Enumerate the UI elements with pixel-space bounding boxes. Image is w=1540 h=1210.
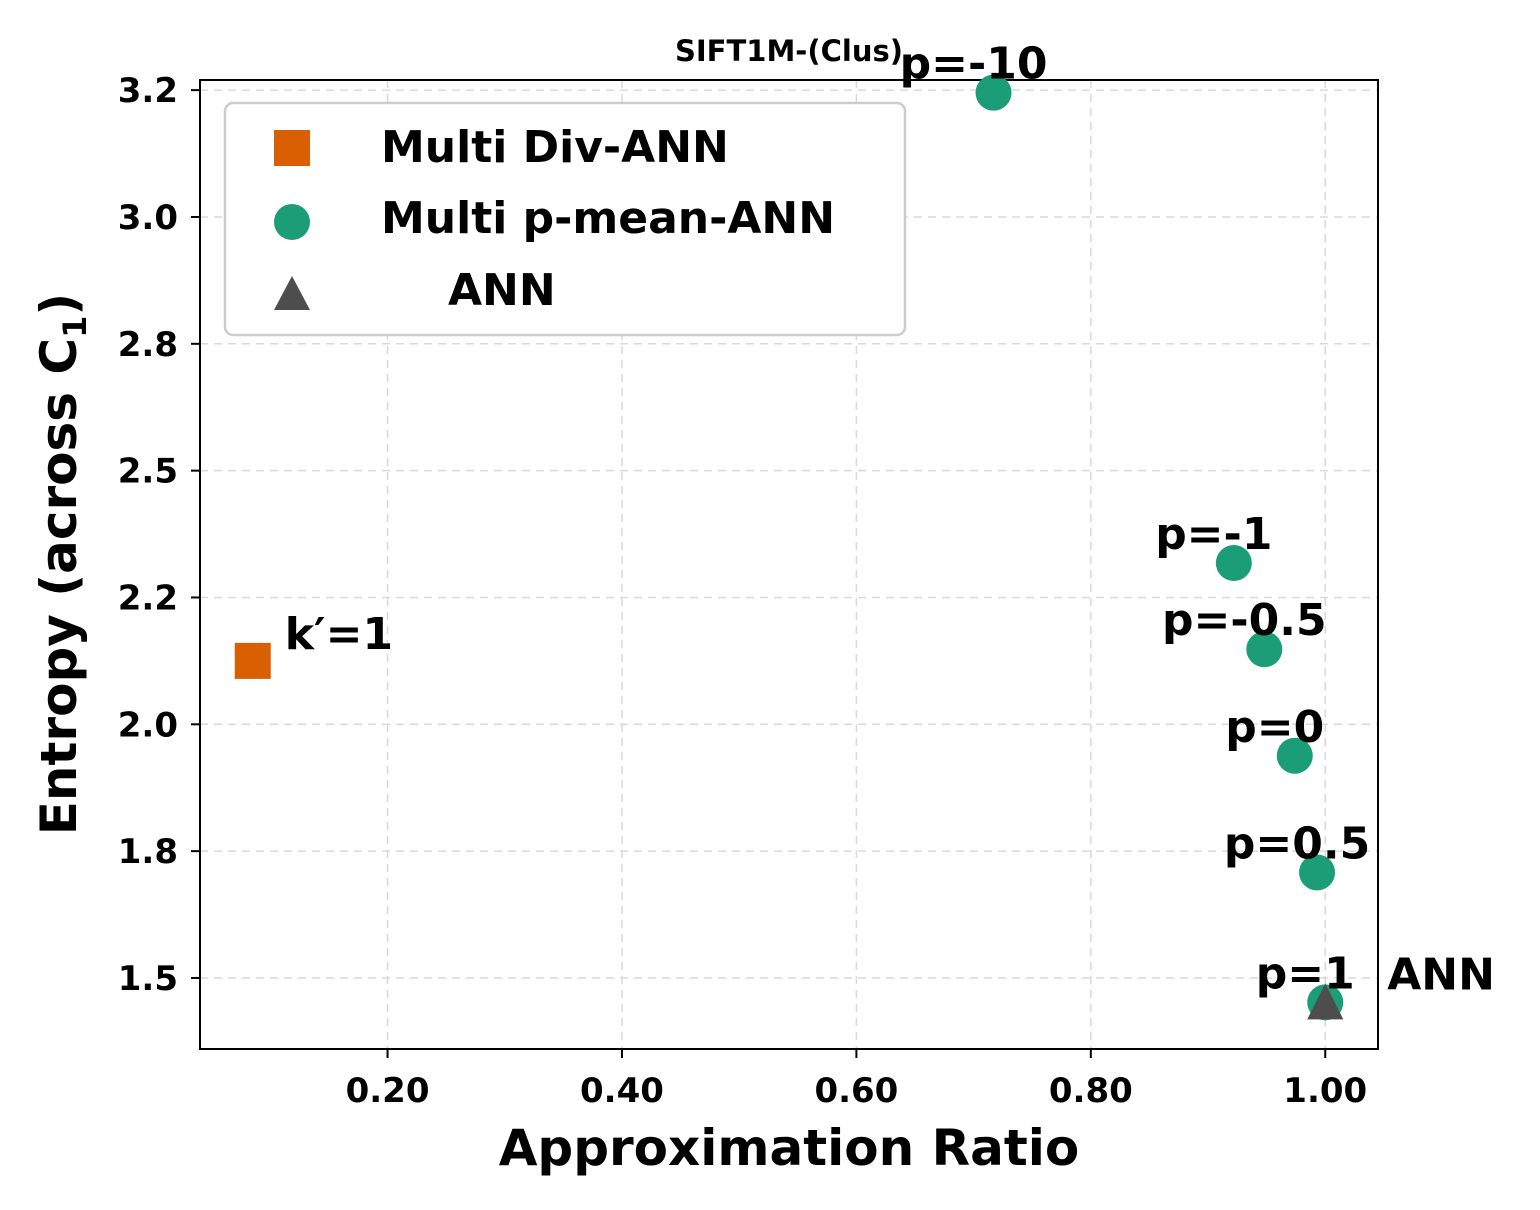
x-axis-title: Approximation Ratio	[499, 1119, 1080, 1177]
y-tick-label: 2.8	[118, 325, 178, 365]
chart-title: SIFT1M-(Clus)	[675, 34, 903, 68]
p-mean-circle-marker	[975, 74, 1012, 111]
legend-label-multi-div-ann: Multi Div-ANN	[381, 122, 729, 173]
y-axis-title-subscript: 1	[56, 316, 94, 338]
plot-area-frame	[199, 79, 1379, 1050]
point-label: p=0.5	[1224, 818, 1370, 869]
legend-triangle-marker	[274, 276, 310, 310]
p-mean-circle-marker	[1276, 737, 1313, 774]
legend-frame	[223, 101, 907, 337]
y-tick-label: 2.2	[118, 578, 178, 618]
point-label: p=0	[1225, 702, 1324, 753]
p-mean-circle-marker	[1215, 544, 1252, 581]
y-tick-label: 3.2	[118, 71, 178, 111]
y-tick-label: 2.5	[118, 452, 178, 492]
y-tick-label: 1.5	[118, 959, 178, 999]
data-markers	[234, 74, 1344, 1021]
y-axis-title-main: Entropy (across C	[30, 338, 88, 835]
point-label: p=-1	[1155, 509, 1272, 560]
x-tick-label: 0.40	[580, 1071, 664, 1111]
x-axis-ticks: 0.20 0.40 0.60 0.80 1.00	[346, 1049, 1367, 1111]
y-axis-ticks: 1.5 1.8 2.0 2.2 2.5 2.8 3.0 3.2	[118, 71, 200, 999]
point-label: ANN	[1387, 949, 1495, 1000]
p-mean-circle-marker	[1246, 631, 1283, 668]
y-tick-label: 2.0	[118, 705, 178, 745]
point-label: k′=1	[285, 609, 393, 660]
div-ann-square-marker	[234, 642, 271, 679]
legend-circle-marker	[274, 204, 310, 240]
x-tick-label: 0.80	[1049, 1071, 1133, 1111]
legend-label-ann: ANN	[448, 265, 556, 316]
x-tick-label: 1.00	[1283, 1071, 1367, 1111]
point-label: p=1	[1256, 948, 1355, 999]
y-tick-label: 1.8	[118, 832, 178, 872]
y-tick-label: 3.0	[118, 198, 178, 238]
p-mean-circle-marker	[1299, 854, 1336, 891]
x-tick-label: 0.20	[346, 1071, 430, 1111]
y-axis-title-close: )	[30, 293, 88, 316]
legend: Multi Div-ANN Multi p-mean-ANN ANN	[223, 101, 907, 337]
legend-square-marker	[274, 130, 310, 166]
point-label: p=-0.5	[1162, 595, 1327, 646]
point-labels: k′=1 p=-10 p=-1 p=-0.5 p=0 p=0.5 p=1 ANN	[285, 39, 1495, 1001]
y-axis-title: Entropy (across C1)	[30, 293, 94, 835]
point-label: p=-10	[900, 39, 1048, 90]
ann-triangle-marker	[1307, 983, 1344, 1020]
x-tick-label: 0.60	[814, 1071, 898, 1111]
legend-label-multi-p-mean-ann: Multi p-mean-ANN	[381, 193, 835, 244]
